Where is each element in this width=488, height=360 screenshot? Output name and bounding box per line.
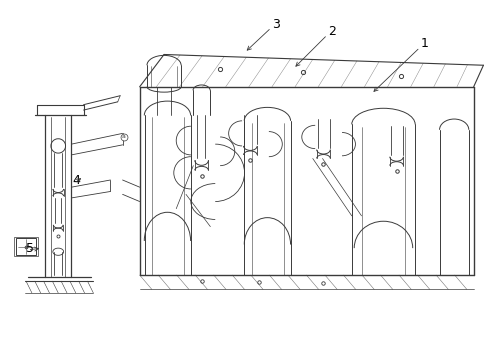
Text: 3: 3 [272,18,280,31]
Text: 5: 5 [26,242,34,255]
Text: 1: 1 [420,37,428,50]
Bar [16,238,36,255]
Bar [14,237,38,256]
Text: 2: 2 [327,25,336,38]
Text: 4: 4 [72,174,80,186]
Text: a: a [122,135,125,139]
